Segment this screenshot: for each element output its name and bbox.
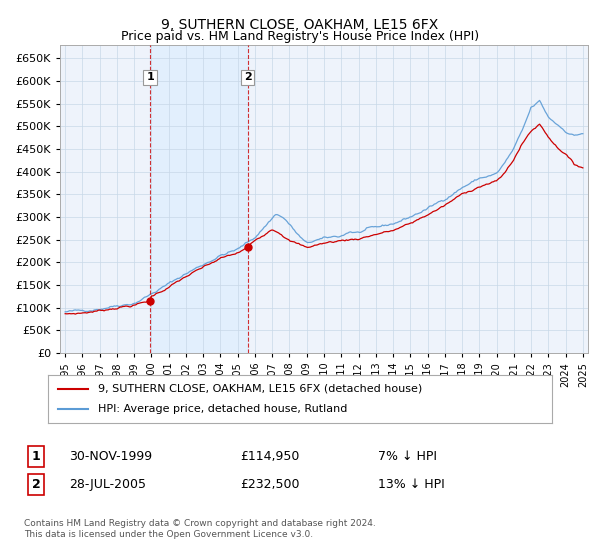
Text: £114,950: £114,950 — [240, 450, 299, 463]
Text: 7% ↓ HPI: 7% ↓ HPI — [378, 450, 437, 463]
Text: 2: 2 — [32, 478, 40, 491]
Text: 1: 1 — [32, 450, 40, 463]
Text: HPI: Average price, detached house, Rutland: HPI: Average price, detached house, Rutl… — [98, 404, 348, 414]
Text: 1: 1 — [146, 72, 154, 82]
Text: 13% ↓ HPI: 13% ↓ HPI — [378, 478, 445, 491]
Text: 30-NOV-1999: 30-NOV-1999 — [69, 450, 152, 463]
Text: 9, SUTHERN CLOSE, OAKHAM, LE15 6FX (detached house): 9, SUTHERN CLOSE, OAKHAM, LE15 6FX (deta… — [98, 384, 422, 394]
Text: Contains HM Land Registry data © Crown copyright and database right 2024.
This d: Contains HM Land Registry data © Crown c… — [24, 520, 376, 539]
Text: 28-JUL-2005: 28-JUL-2005 — [69, 478, 146, 491]
Text: 2: 2 — [244, 72, 251, 82]
Text: Price paid vs. HM Land Registry's House Price Index (HPI): Price paid vs. HM Land Registry's House … — [121, 30, 479, 43]
Text: £232,500: £232,500 — [240, 478, 299, 491]
Bar — [150, 45, 248, 353]
Text: 9, SUTHERN CLOSE, OAKHAM, LE15 6FX: 9, SUTHERN CLOSE, OAKHAM, LE15 6FX — [161, 18, 439, 32]
